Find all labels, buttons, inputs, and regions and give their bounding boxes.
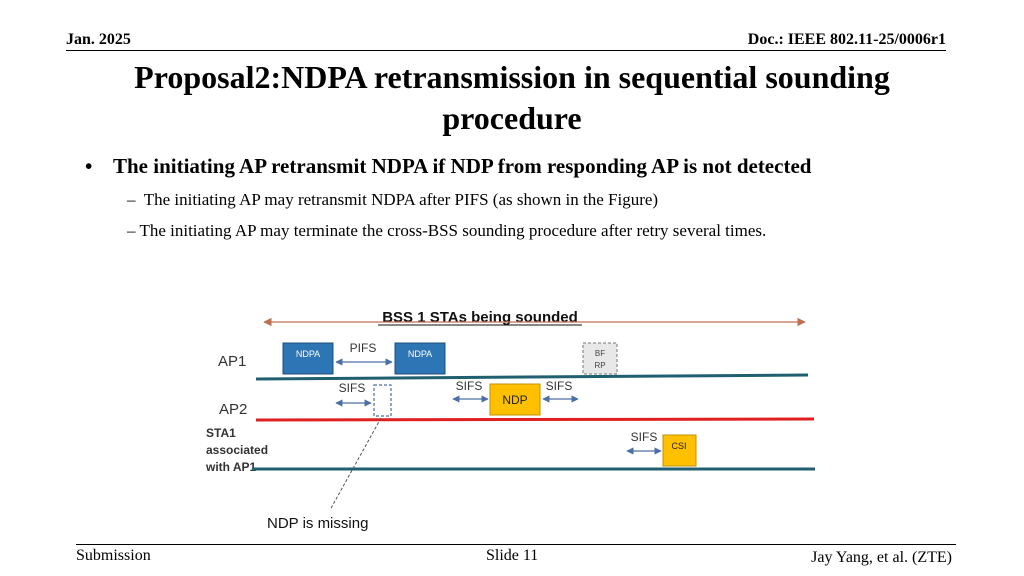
footer-authors: Jay Yang, et al. (ZTE): [811, 549, 952, 566]
pifs-label: PIFS: [350, 341, 377, 355]
sta1-label-line3: with AP1: [205, 460, 257, 474]
sta1-label-line1: STA1: [206, 426, 236, 440]
ndp-frame: [489, 383, 541, 416]
ndp-frame-label: NDP: [502, 393, 527, 407]
ndpa-frame-1: [282, 342, 334, 375]
missing-ndp-frame: [373, 384, 392, 417]
header-date: Jan. 2025: [66, 31, 131, 48]
header-doc-number: Doc.: IEEE 802.11-25/0006r1: [747, 31, 946, 48]
sub-bullet-text: The initiating AP may retransmit NDPA af…: [139, 190, 659, 209]
banner-label: BSS 1 STAs being sounded: [382, 309, 578, 326]
sub-bullet-dash: –: [127, 190, 136, 209]
sub-bullet-2: – The initiating AP may terminate the cr…: [127, 221, 766, 241]
sifs-pre-ndp-label: SIFS: [456, 379, 483, 393]
footer-submission: Submission: [76, 547, 151, 564]
bfrp-frame-label-line1: BF: [595, 349, 605, 358]
ndpa-frame-1-label: NDPA: [296, 349, 320, 359]
footer-slide-number: Slide 11: [486, 547, 539, 564]
slide-title-line2: procedure: [442, 100, 582, 136]
csi-frame-label: CSI: [671, 441, 686, 451]
sub-bullet-text: The initiating AP may terminate the cros…: [139, 221, 767, 240]
ndpa-frame-2-label: NDPA: [408, 349, 432, 359]
csi-frame: [662, 434, 697, 467]
ap2-label: AP2: [219, 401, 247, 418]
missing-ndp-annotation: NDP is missing: [267, 515, 368, 532]
sub-bullet-1: – The initiating AP may retransmit NDPA …: [127, 190, 658, 210]
missing-ndp-pointer: [329, 417, 382, 511]
header-divider: [66, 50, 946, 51]
main-bullet-text: The initiating AP retransmit NDPA if NDP…: [113, 154, 812, 178]
ndpa-frame-2: [394, 342, 446, 375]
sta1-label-line2: associated: [206, 443, 268, 457]
sifs-sta-label: SIFS: [631, 430, 658, 444]
sifs-ap2-label: SIFS: [339, 381, 366, 395]
ap1-label: AP1: [218, 353, 246, 370]
bfrp-frame-label-line2: RP: [594, 361, 605, 370]
ap2-timeline: [255, 417, 815, 422]
sifs-post-ndp-label: SIFS: [546, 379, 573, 393]
footer-divider: [76, 544, 956, 545]
sub-bullet-dash: –: [127, 221, 136, 240]
slide-title-line1: Proposal2:NDPA retransmission in sequent…: [134, 59, 890, 95]
bullet-dot: •: [85, 154, 93, 178]
bfrp-frame: [582, 342, 618, 375]
ap1-timeline: [255, 373, 809, 381]
slide-title: Proposal2:NDPA retransmission in sequent…: [60, 57, 964, 139]
